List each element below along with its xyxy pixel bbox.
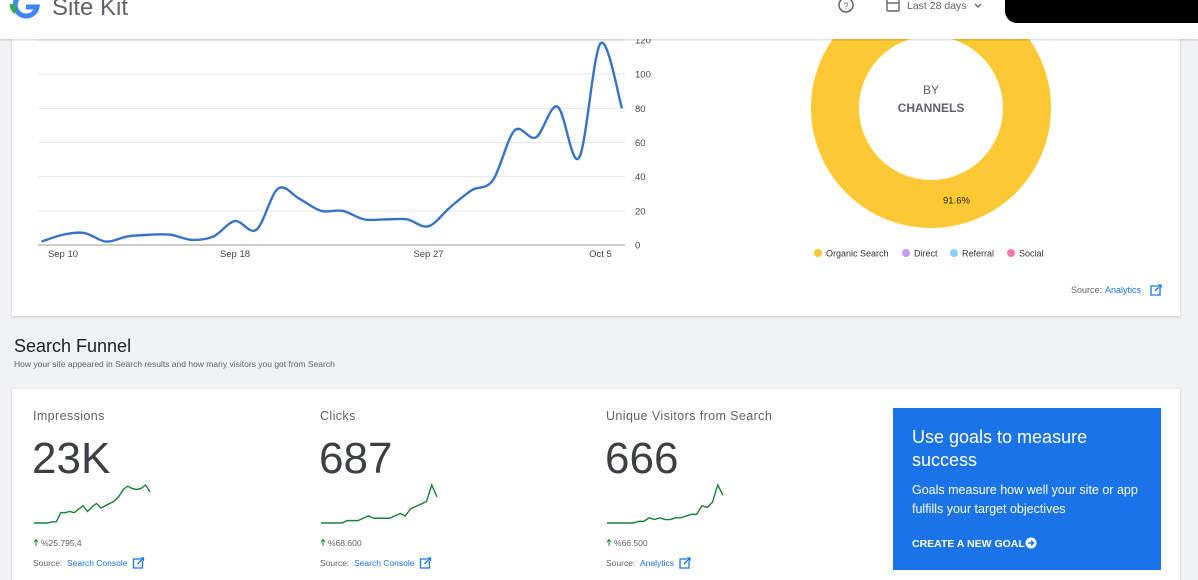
y-tick-label: 20 — [635, 206, 646, 217]
metric-label: Unique Visitors from Search — [606, 409, 772, 423]
legend-swatch — [814, 249, 822, 257]
chart-layer: 0 20 40 60 80 100 120 Sep 10 Sep 18 Sep 27 Oct 5 91… — [38, 0, 1051, 260]
x-tick-label: Sep 27 — [413, 249, 443, 260]
date-range[interactable]: Last 28 days — [907, 0, 967, 12]
y-tick-label: 40 — [635, 172, 646, 183]
metric-label: Clicks — [320, 409, 356, 423]
source-link[interactable]: Search Console — [67, 558, 128, 568]
goal-text: Goals measure how well your site or app … — [912, 483, 1138, 516]
legend-swatch — [950, 249, 958, 257]
help-icon[interactable]: ? — [838, 0, 854, 13]
legend-label: Referral — [962, 249, 994, 259]
section-title: Search Funnel — [14, 336, 131, 356]
y-tick-label: 120 — [635, 36, 651, 47]
y-tick-label: 60 — [635, 138, 646, 149]
app-title: Site Kit — [52, 0, 128, 21]
y-tick-label: 80 — [635, 104, 646, 115]
x-tick-label: Sep 10 — [48, 249, 78, 260]
source-link[interactable]: Analytics — [640, 558, 674, 568]
x-tick-label: Sep 18 — [220, 249, 250, 260]
source-link[interactable]: Analytics — [1105, 285, 1142, 295]
metric-label: Impressions — [33, 409, 105, 423]
calendar-icon — [886, 0, 900, 12]
metric-value: 687 — [319, 434, 392, 483]
external-icon — [1150, 284, 1162, 296]
redacted-bar — [1005, 0, 1198, 23]
traffic-line — [41, 41, 624, 243]
y-tick-label: 0 — [635, 241, 640, 252]
goal-title: Use goals to measure success — [912, 427, 1088, 470]
slice-label: 91.6% — [943, 196, 970, 207]
legend-swatch — [1007, 249, 1015, 257]
source-prefix: Source: — [1071, 285, 1102, 295]
header-bar — [0, 0, 1198, 39]
source-link[interactable]: Search Console — [354, 558, 415, 568]
donut-slice — [811, 0, 1051, 228]
metric-change: %68.600 — [328, 538, 362, 548]
metric-change: %25.795,4 — [41, 538, 82, 548]
metric-value: 666 — [605, 434, 678, 483]
svg-text:?: ? — [843, 1, 848, 11]
metric-change: %66.500 — [614, 538, 648, 548]
source-prefix: Source: — [320, 558, 349, 568]
legend-label: Social — [1019, 249, 1044, 259]
funnel-layer: Impressions 23K %25.795,4 Source: Search Con… — [32, 409, 772, 569]
goal-arrow-icon — [1025, 537, 1037, 549]
legend-swatch — [902, 249, 910, 257]
sparkline — [34, 483, 151, 524]
goal-button[interactable]: CREATE A NEW GOAL — [912, 538, 1025, 550]
donut-title: BY — [923, 83, 939, 97]
source-prefix: Source: — [606, 558, 635, 568]
legend-label: Direct — [914, 249, 938, 259]
external-icon — [679, 557, 691, 569]
external-icon — [419, 557, 432, 569]
sparkline — [607, 483, 724, 524]
up-arrow — [320, 538, 326, 546]
external-icon — [132, 557, 145, 569]
google-logo — [9, 0, 41, 19]
source-prefix: Source: — [33, 558, 62, 568]
donut-subtitle: CHANNELS — [898, 101, 965, 115]
sparkline — [321, 483, 438, 524]
y-tick-label: 100 — [635, 70, 651, 81]
dropdown-caret — [974, 3, 982, 8]
legend-label: Organic Search — [826, 249, 889, 259]
x-tick-label: Oct 5 — [589, 249, 612, 260]
up-arrow — [606, 538, 612, 546]
metric-value: 23K — [32, 434, 110, 483]
up-arrow — [33, 538, 39, 546]
section-subtitle: How your site appeared in Search results… — [14, 359, 335, 369]
